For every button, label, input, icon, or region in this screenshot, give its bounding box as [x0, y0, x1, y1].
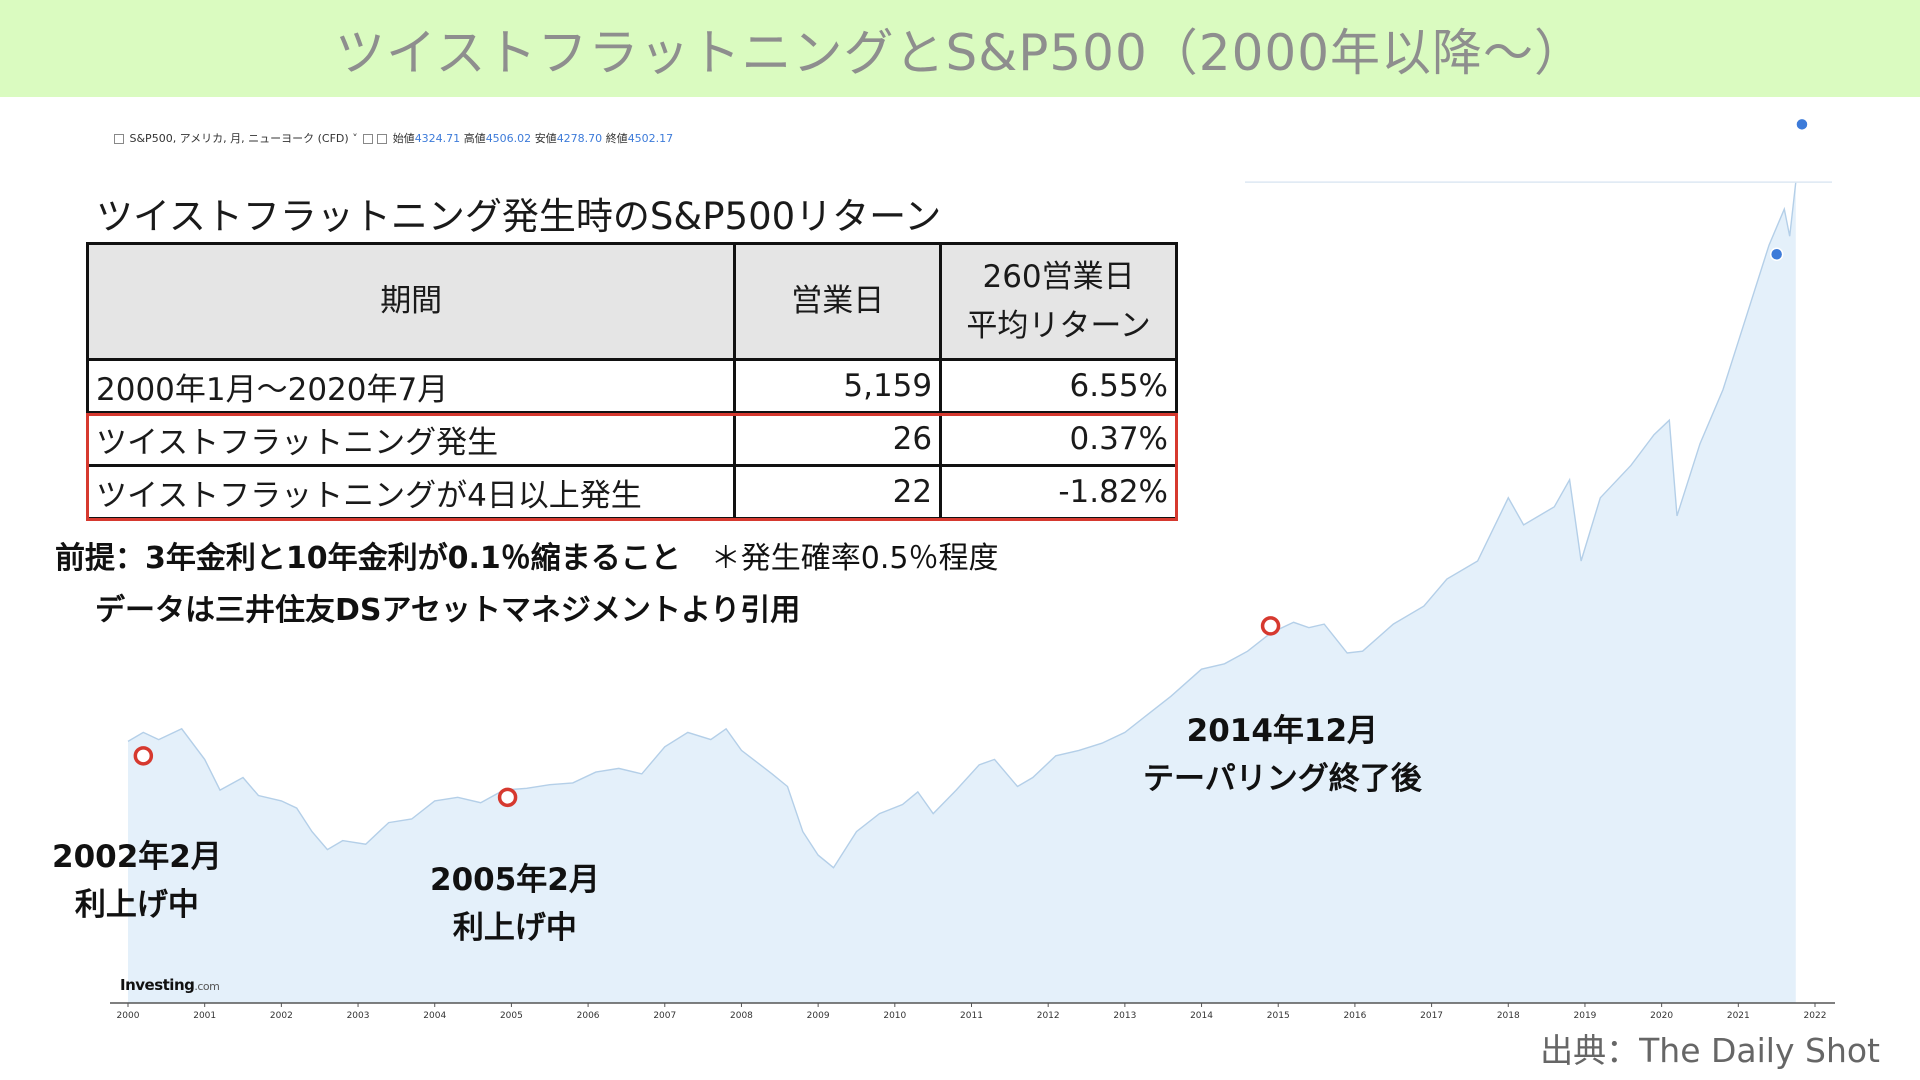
- x-tick-label: 2013: [1113, 1011, 1136, 1021]
- instrument-label: S&P500, アメリカ, 月, ニューヨーク (CFD): [129, 132, 349, 145]
- x-tick-label: 2016: [1343, 1011, 1366, 1021]
- annotation-label: 利上げ中: [74, 887, 199, 923]
- table-row: ツイストフラットニングが4日以上発生 22 -1.82%: [85, 464, 1178, 520]
- row-return: 6.55%: [939, 358, 1178, 414]
- table-title: ツイストフラットニング発生時のS&P500リターン: [96, 195, 942, 238]
- header-period: 期間: [85, 242, 737, 361]
- close-label: 終値: [605, 132, 628, 145]
- x-tick-label: 2018: [1497, 1011, 1520, 1021]
- x-tick-label: 2011: [960, 1011, 983, 1021]
- low-label: 安値: [534, 132, 557, 145]
- source-credit: 出典：The Daily Shot: [1540, 1031, 1880, 1070]
- returns-table: 期間 営業日 260営業日 平均リターン 2000年1月〜2020年7月 5,1…: [85, 242, 1178, 520]
- premise-note: 前提：3年金利と10年金利が0.1％縮まること ＊発生確率0.5％程度: [55, 533, 999, 577]
- row-days: 22: [733, 464, 943, 520]
- x-tick-label: 2008: [730, 1011, 753, 1021]
- collapse-icon[interactable]: [114, 134, 124, 144]
- title-bar: ツイストフラットニングとS&P500（2000年以降〜）: [0, 0, 1920, 97]
- x-tick-label: 2004: [423, 1011, 446, 1021]
- x-tick-label: 2007: [653, 1011, 676, 1021]
- event-marker: [1260, 616, 1281, 636]
- x-tick-label: 2009: [807, 1011, 830, 1021]
- area-fill: [128, 182, 1796, 1004]
- row-period: ツイストフラットニング発生: [85, 411, 737, 467]
- table-header-row: 期間 営業日 260営業日 平均リターン: [85, 242, 1178, 361]
- series-line: [127, 182, 1797, 869]
- settings-icon[interactable]: [363, 134, 374, 144]
- x-tick-label: 2019: [1574, 1011, 1597, 1021]
- x-tick-label: 2006: [577, 1011, 600, 1021]
- header-return: 260営業日 平均リターン: [939, 242, 1178, 361]
- row-days: 5,159: [733, 358, 943, 414]
- brand-suffix: .com: [194, 980, 220, 993]
- table-row: 2000年1月〜2020年7月 5,159 6.55%: [85, 358, 1178, 414]
- open-value: 4324.71: [414, 132, 461, 145]
- header-days: 営業日: [733, 242, 943, 361]
- low-value: 4278.70: [556, 132, 603, 145]
- annotation-2002: 2002年2月 利上げ中: [52, 833, 222, 929]
- row-return: 0.37%: [939, 411, 1178, 467]
- dividend-dot-icon: [1769, 247, 1784, 261]
- investing-logo: Investing.com: [120, 976, 220, 994]
- high-label: 高値: [463, 132, 486, 145]
- x-tick-label: 2003: [347, 1011, 370, 1021]
- annotation-2014: 2014年12月 テーパリング終了後: [1143, 707, 1422, 803]
- annotation-label: テーパリング終了後: [1143, 761, 1422, 797]
- annotation-label: 利上げ中: [452, 910, 577, 946]
- close-icon[interactable]: [377, 134, 388, 144]
- row-period: ツイストフラットニングが4日以上発生: [85, 464, 737, 520]
- event-marker: [133, 746, 154, 766]
- probability-text: ＊発生確率0.5％程度: [710, 541, 999, 576]
- header-return-line2: 平均リターン: [966, 307, 1151, 344]
- chart-info-bar: S&P500, アメリカ, 月, ニューヨーク (CFD) ˅ 始値4324.7…: [112, 130, 673, 146]
- annotation-date: 2014年12月: [1186, 713, 1379, 749]
- premise-text: 前提：3年金利と10年金利が0.1％縮まること: [55, 541, 681, 576]
- x-tick-label: 2022: [1804, 1011, 1827, 1021]
- x-tick-label: 2021: [1727, 1011, 1750, 1021]
- brand-name: Investing: [120, 976, 195, 994]
- data-source-note: データは三井住友DSアセットマネジメントより引用: [95, 593, 801, 628]
- dropdown-icon[interactable]: ˅: [352, 132, 358, 145]
- x-tick-label: 2012: [1037, 1011, 1060, 1021]
- x-tick-label: 2015: [1267, 1011, 1290, 1021]
- annotation-2005: 2005年2月 利上げ中: [430, 856, 600, 952]
- x-tick-label: 2005: [500, 1011, 523, 1021]
- x-tick-label: 2002: [270, 1011, 293, 1021]
- annotation-date: 2002年2月: [52, 839, 222, 875]
- event-marker: [497, 787, 518, 808]
- page-title: ツイストフラットニングとS&P500（2000年以降〜）: [334, 23, 1586, 82]
- annotation-date: 2005年2月: [430, 862, 600, 898]
- close-value: 4502.17: [627, 132, 674, 145]
- high-value: 4506.02: [485, 132, 532, 145]
- table-row: ツイストフラットニング発生 26 0.37%: [85, 411, 1178, 467]
- row-days: 26: [733, 411, 943, 467]
- open-label: 始値: [392, 132, 415, 145]
- x-tick-label: 2000: [117, 1011, 140, 1021]
- dividend-dot-icon: [1795, 117, 1809, 132]
- x-tick-label: 2001: [193, 1011, 216, 1021]
- x-tick-label: 2020: [1650, 1011, 1673, 1021]
- x-tick-label: 2014: [1190, 1011, 1213, 1021]
- x-tick-label: 2017: [1420, 1011, 1443, 1021]
- row-period: 2000年1月〜2020年7月: [85, 358, 737, 414]
- x-tick-label: 2010: [883, 1011, 906, 1021]
- header-return-line1: 260営業日: [982, 259, 1135, 296]
- row-return: -1.82%: [939, 464, 1178, 520]
